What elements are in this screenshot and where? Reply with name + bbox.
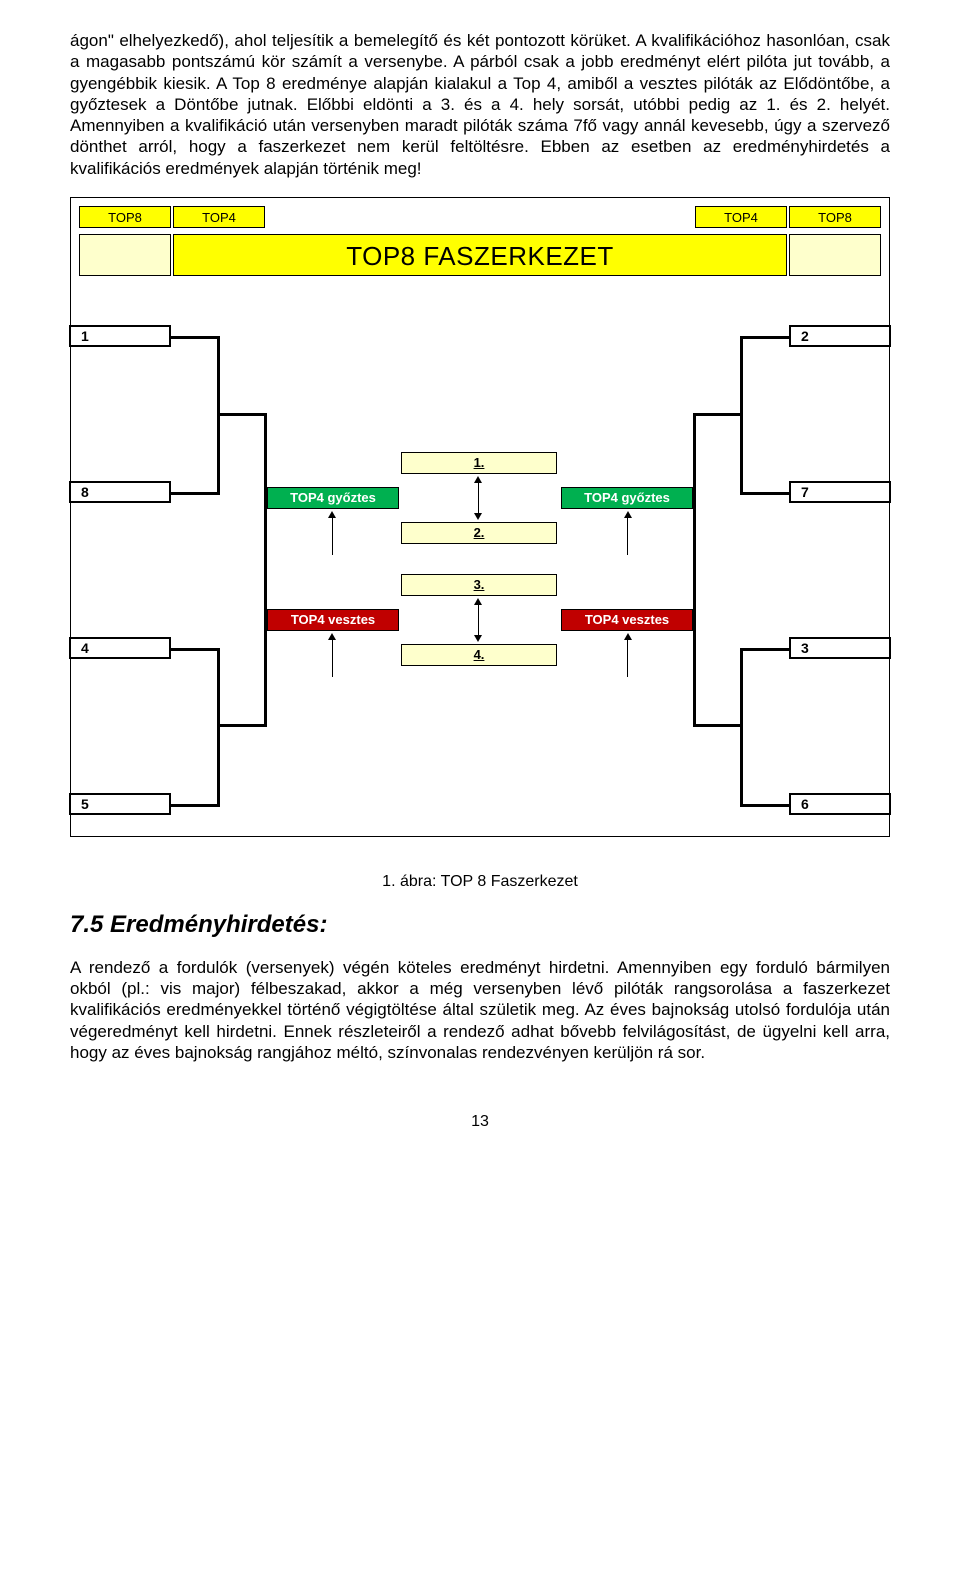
arrowhead-up-icon — [328, 633, 336, 640]
loser-right: TOP4 vesztes — [561, 609, 693, 631]
arrowhead-up-icon — [624, 633, 632, 640]
seed-5: 5 — [69, 793, 171, 815]
arrowhead-down-icon — [474, 513, 482, 520]
paragraph-body: A rendező a fordulók (versenyek) végén k… — [70, 957, 890, 1063]
conn — [171, 648, 219, 651]
winner-right: TOP4 győztes — [561, 487, 693, 509]
arrow — [478, 603, 479, 637]
conn — [741, 804, 789, 807]
seed-7: 7 — [789, 481, 891, 503]
page-number: 13 — [70, 1113, 890, 1131]
center-3: 3. — [401, 574, 557, 596]
arrowhead-down-icon — [474, 635, 482, 642]
conn — [171, 804, 219, 807]
center-2: 2. — [401, 522, 557, 544]
conn — [740, 336, 743, 495]
seed-6: 6 — [789, 793, 891, 815]
conn — [693, 413, 696, 727]
conn — [741, 492, 789, 495]
header-top8-right: TOP8 — [789, 206, 881, 228]
arrowhead-up-icon — [328, 511, 336, 518]
section-number: 7.5 — [70, 911, 103, 938]
conn — [741, 648, 789, 651]
arrowhead-up-icon — [624, 511, 632, 518]
section-title: Eredményhirdetés: — [110, 911, 327, 938]
bracket-diagram: TOP8 TOP4 TOP4 TOP8 TOP8 FASZERKEZET 1 8… — [70, 197, 890, 837]
arrow — [332, 639, 333, 677]
conn — [694, 413, 740, 416]
header-top8-left: TOP8 — [79, 206, 171, 228]
header-top4-left: TOP4 — [173, 206, 265, 228]
conn — [220, 724, 266, 727]
header-spacer-left — [79, 234, 171, 276]
seed-1: 1 — [69, 325, 171, 347]
loser-left: TOP4 vesztes — [267, 609, 399, 631]
seed-3: 3 — [789, 637, 891, 659]
arrowhead-up-icon — [474, 476, 482, 483]
conn — [264, 413, 267, 727]
header-spacer-right — [789, 234, 881, 276]
arrow — [332, 517, 333, 555]
center-1: 1. — [401, 452, 557, 474]
arrowhead-up-icon — [474, 598, 482, 605]
paragraph-intro: ágon" elhelyezkedő), ahol teljesítik a b… — [70, 30, 890, 179]
winner-left: TOP4 győztes — [267, 487, 399, 509]
bracket-canvas: TOP8 TOP4 TOP4 TOP8 TOP8 FASZERKEZET 1 8… — [73, 200, 887, 816]
arrow — [627, 639, 628, 677]
seed-8: 8 — [69, 481, 171, 503]
conn — [220, 413, 266, 416]
figure-caption: 1. ábra: TOP 8 Faszerkezet — [70, 873, 890, 891]
seed-4: 4 — [69, 637, 171, 659]
arrow — [478, 481, 479, 515]
conn — [171, 492, 219, 495]
conn — [741, 336, 789, 339]
header-top4-right: TOP4 — [695, 206, 787, 228]
conn — [171, 336, 219, 339]
seed-2: 2 — [789, 325, 891, 347]
conn — [694, 724, 740, 727]
conn — [217, 648, 220, 807]
arrow — [627, 517, 628, 555]
center-4: 4. — [401, 644, 557, 666]
bracket-title: TOP8 FASZERKEZET — [173, 234, 787, 276]
conn — [740, 648, 743, 807]
section-heading: 7.5 Eredményhirdetés: — [70, 911, 890, 939]
